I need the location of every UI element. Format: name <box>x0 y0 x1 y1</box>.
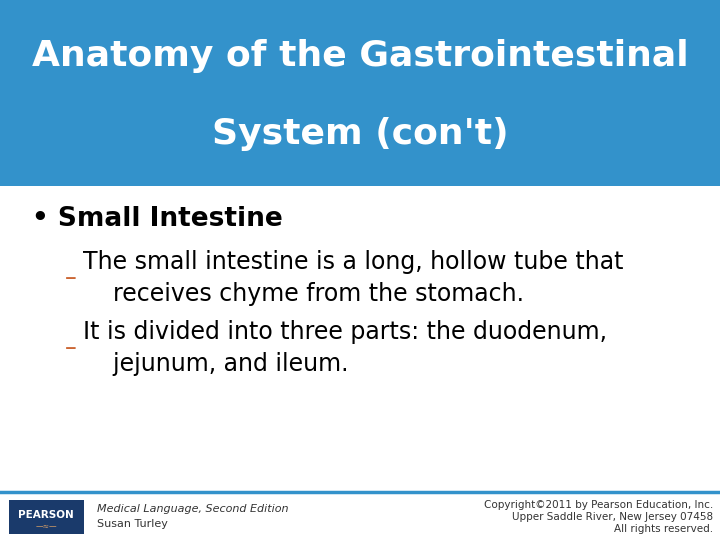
Text: –: – <box>65 266 76 290</box>
FancyBboxPatch shape <box>0 0 720 186</box>
Text: Medical Language, Second Edition: Medical Language, Second Edition <box>97 504 289 514</box>
Text: Copyright©2011 by Pearson Education, Inc.: Copyright©2011 by Pearson Education, Inc… <box>484 500 713 510</box>
Text: Anatomy of the Gastrointestinal: Anatomy of the Gastrointestinal <box>32 39 688 73</box>
Text: The small intestine is a long, hollow tube that
    receives chyme from the stom: The small intestine is a long, hollow tu… <box>83 251 624 306</box>
Text: • Small Intestine: • Small Intestine <box>32 206 283 232</box>
Text: —≈—: —≈— <box>35 522 57 530</box>
Text: System (con't): System (con't) <box>212 117 508 151</box>
Text: Susan Turley: Susan Turley <box>97 519 168 529</box>
Text: All rights reserved.: All rights reserved. <box>613 524 713 534</box>
FancyBboxPatch shape <box>9 500 84 534</box>
Text: Upper Saddle River, New Jersey 07458: Upper Saddle River, New Jersey 07458 <box>512 512 713 522</box>
Text: –: – <box>65 336 76 360</box>
Text: It is divided into three parts: the duodenum,
    jejunum, and ileum.: It is divided into three parts: the duod… <box>83 321 607 376</box>
Text: PEARSON: PEARSON <box>18 510 74 519</box>
